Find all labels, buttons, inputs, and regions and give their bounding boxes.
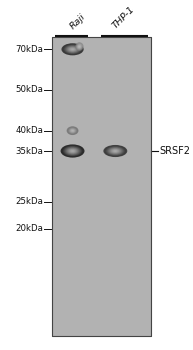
- Ellipse shape: [69, 149, 75, 153]
- Ellipse shape: [111, 149, 119, 153]
- Ellipse shape: [72, 49, 74, 50]
- Ellipse shape: [78, 45, 81, 48]
- Text: THP-1: THP-1: [111, 5, 136, 31]
- Ellipse shape: [110, 148, 120, 154]
- Text: 50kDa: 50kDa: [16, 85, 43, 94]
- Ellipse shape: [75, 43, 83, 51]
- Ellipse shape: [71, 129, 74, 132]
- Ellipse shape: [69, 128, 76, 133]
- Ellipse shape: [70, 48, 75, 51]
- Ellipse shape: [114, 150, 116, 152]
- Ellipse shape: [113, 150, 117, 152]
- Ellipse shape: [62, 44, 83, 55]
- Text: 70kDa: 70kDa: [16, 45, 43, 54]
- Text: 35kDa: 35kDa: [16, 147, 43, 155]
- Ellipse shape: [108, 147, 122, 155]
- Ellipse shape: [66, 46, 79, 53]
- Ellipse shape: [106, 146, 124, 155]
- Ellipse shape: [72, 130, 74, 131]
- Ellipse shape: [77, 44, 82, 50]
- Ellipse shape: [62, 145, 84, 157]
- Ellipse shape: [77, 44, 81, 49]
- Text: Raji: Raji: [68, 12, 87, 31]
- Ellipse shape: [65, 45, 80, 53]
- Ellipse shape: [69, 149, 77, 153]
- Ellipse shape: [68, 148, 78, 154]
- Ellipse shape: [63, 44, 82, 54]
- Text: SRSF2: SRSF2: [160, 146, 191, 156]
- Ellipse shape: [61, 145, 85, 158]
- Ellipse shape: [78, 45, 81, 48]
- Ellipse shape: [69, 128, 77, 134]
- Ellipse shape: [104, 146, 126, 156]
- FancyBboxPatch shape: [52, 37, 151, 336]
- Ellipse shape: [75, 42, 84, 51]
- Ellipse shape: [71, 130, 74, 132]
- Ellipse shape: [72, 150, 74, 152]
- Ellipse shape: [68, 127, 78, 134]
- Ellipse shape: [79, 46, 80, 47]
- Ellipse shape: [63, 146, 83, 156]
- Ellipse shape: [69, 47, 76, 51]
- Ellipse shape: [68, 127, 77, 134]
- Ellipse shape: [105, 146, 125, 156]
- Ellipse shape: [61, 43, 84, 55]
- Ellipse shape: [107, 147, 123, 155]
- Ellipse shape: [76, 43, 83, 50]
- Ellipse shape: [68, 47, 77, 52]
- Text: 25kDa: 25kDa: [16, 197, 43, 206]
- Ellipse shape: [63, 146, 81, 156]
- Ellipse shape: [67, 126, 79, 135]
- Ellipse shape: [67, 148, 79, 154]
- Ellipse shape: [67, 46, 78, 52]
- Ellipse shape: [76, 43, 83, 50]
- Ellipse shape: [109, 148, 121, 154]
- Ellipse shape: [77, 44, 82, 49]
- Ellipse shape: [70, 129, 75, 133]
- Ellipse shape: [67, 127, 78, 135]
- Ellipse shape: [65, 147, 80, 155]
- Ellipse shape: [112, 149, 118, 153]
- Ellipse shape: [66, 147, 80, 155]
- Ellipse shape: [64, 45, 81, 54]
- Ellipse shape: [78, 46, 80, 48]
- Ellipse shape: [103, 145, 127, 157]
- Text: 40kDa: 40kDa: [16, 126, 43, 135]
- Ellipse shape: [71, 150, 74, 152]
- Ellipse shape: [71, 48, 74, 50]
- Ellipse shape: [69, 128, 75, 133]
- Text: 20kDa: 20kDa: [16, 224, 43, 233]
